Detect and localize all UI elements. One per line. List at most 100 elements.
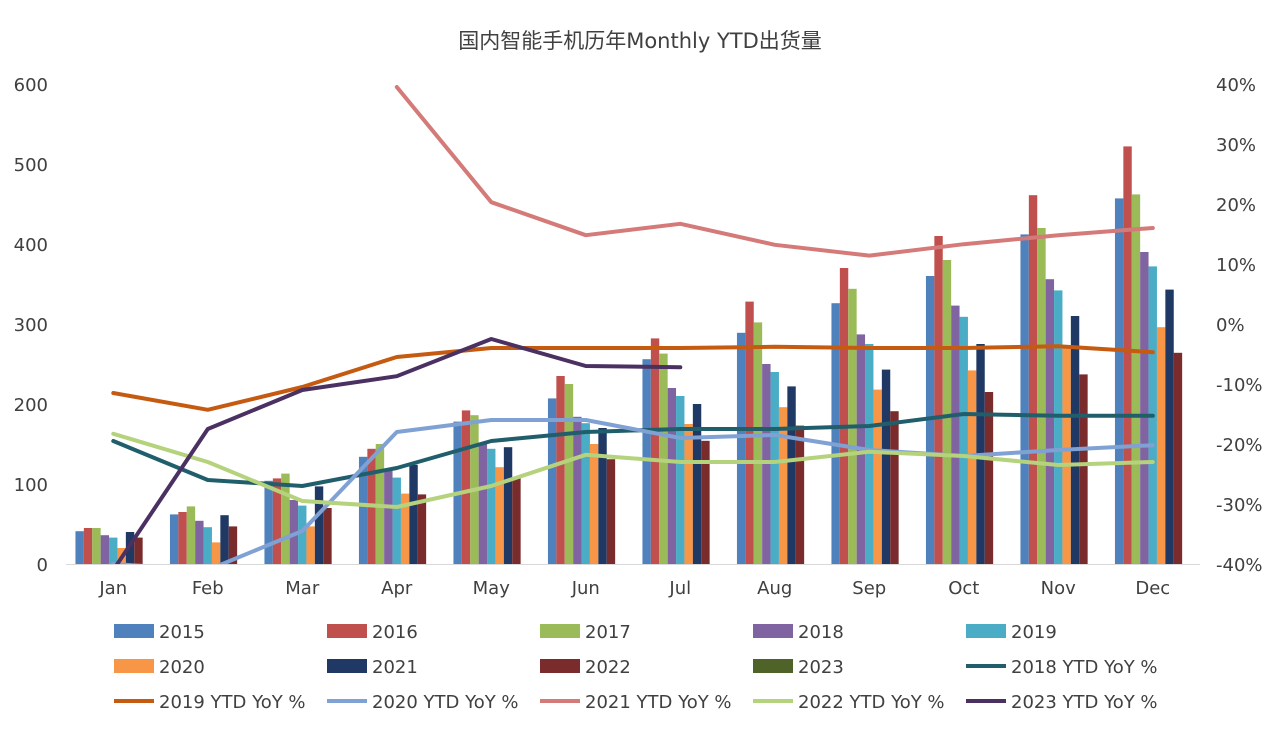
bar xyxy=(1028,195,1038,564)
bar xyxy=(1045,279,1055,564)
bar xyxy=(745,301,754,564)
legend-label: 2022 YTD YoY % xyxy=(798,692,945,713)
legend-label: 2020 xyxy=(159,657,205,678)
bar xyxy=(795,425,805,564)
bar xyxy=(984,392,994,564)
y-right-tick-label: 40% xyxy=(1216,75,1256,96)
x-tick-label: Sep xyxy=(852,578,886,599)
legend-swatch xyxy=(114,659,154,673)
x-tick-label: Feb xyxy=(192,578,224,599)
y-left-tick-label: 300 xyxy=(14,315,48,336)
bar xyxy=(650,338,660,564)
y-left-tick-label: 600 xyxy=(14,75,48,96)
bar xyxy=(1062,348,1071,564)
x-tick-label: Jul xyxy=(668,578,691,599)
bar xyxy=(881,369,891,564)
bar xyxy=(495,467,504,564)
bar xyxy=(289,500,299,564)
bar xyxy=(314,486,324,564)
bar xyxy=(461,410,471,564)
bar xyxy=(264,480,273,564)
legend-label: 2018 xyxy=(798,622,844,643)
series-line xyxy=(114,337,683,564)
legend-label: 2021 xyxy=(372,657,418,678)
bar xyxy=(203,527,212,564)
legend-label: 2020 YTD YoY % xyxy=(372,692,519,713)
y-left-tick-label: 500 xyxy=(14,155,48,176)
x-tick-label: Nov xyxy=(1041,578,1076,599)
bar xyxy=(581,423,590,564)
bar xyxy=(220,515,229,564)
bar xyxy=(736,332,746,564)
x-tick-label: Apr xyxy=(381,578,413,599)
legend-label: 2019 YTD YoY % xyxy=(159,692,306,713)
x-tick-label: Jun xyxy=(571,578,600,599)
bar xyxy=(831,303,840,564)
series-line xyxy=(111,412,1155,488)
bar xyxy=(409,464,418,564)
y-left-tick-label: 400 xyxy=(14,235,48,256)
lines xyxy=(111,85,1155,564)
legend-label: 2021 YTD YoY % xyxy=(585,692,732,713)
bar xyxy=(1054,290,1063,564)
legend: 2015 2016 2017 2018 2019 2020 2021 2022 2023 2018… xyxy=(114,622,1158,713)
series-line xyxy=(111,431,1155,509)
bar xyxy=(281,473,290,564)
y-right-tick-label: 10% xyxy=(1216,255,1256,276)
bar xyxy=(306,526,315,564)
y-right-tick-label: -40% xyxy=(1216,555,1263,576)
bar xyxy=(865,344,874,564)
bar xyxy=(109,537,118,564)
bar xyxy=(942,260,952,564)
bars xyxy=(75,146,1183,564)
bar xyxy=(298,505,307,564)
legend-label: 2018 YTD YoY % xyxy=(1011,657,1158,678)
series-line xyxy=(394,85,1155,258)
bar xyxy=(547,398,557,564)
y-left-tick-label: 100 xyxy=(14,475,48,496)
bar xyxy=(323,508,332,564)
x-tick-label: Mar xyxy=(285,578,320,599)
bar xyxy=(134,537,143,564)
bar xyxy=(417,494,427,564)
bar xyxy=(967,370,977,564)
bar xyxy=(684,424,693,564)
x-tick-label: May xyxy=(473,578,511,599)
legend-label: 2016 xyxy=(372,622,418,643)
bar xyxy=(392,477,401,564)
legend-label: 2019 xyxy=(1011,622,1057,643)
bar xyxy=(384,470,393,564)
legend-label: 2015 xyxy=(159,622,205,643)
y-left-tick-label: 0 xyxy=(37,555,48,576)
bar xyxy=(1020,234,1029,564)
series-line xyxy=(111,418,1155,564)
legend-swatch xyxy=(753,624,793,638)
legend-swatch xyxy=(540,624,580,638)
bar xyxy=(503,447,513,564)
bar xyxy=(873,389,882,564)
legend-swatch xyxy=(753,659,793,673)
bar xyxy=(1131,194,1141,564)
y-left-tick-label: 200 xyxy=(14,395,48,416)
bar xyxy=(478,444,488,564)
y-right-tick-label: -20% xyxy=(1216,435,1263,456)
bar xyxy=(1140,252,1149,564)
bar xyxy=(1079,374,1088,564)
bar xyxy=(100,535,110,564)
y-right-tick-label: -10% xyxy=(1216,375,1263,396)
bar xyxy=(228,526,238,564)
legend-label: 2023 YTD YoY % xyxy=(1011,692,1158,713)
bar xyxy=(589,444,599,564)
bar xyxy=(890,411,899,564)
y-right-tick-label: 0% xyxy=(1216,315,1245,336)
y-right-tick-label: -30% xyxy=(1216,495,1263,516)
x-tick-label: Aug xyxy=(757,578,792,599)
legend-swatch xyxy=(327,624,367,638)
bar xyxy=(839,268,849,564)
bar xyxy=(83,528,93,564)
x-tick-label: Dec xyxy=(1135,578,1170,599)
bar xyxy=(787,386,796,564)
bar xyxy=(211,542,221,564)
y-right-tick-label: 20% xyxy=(1216,195,1256,216)
